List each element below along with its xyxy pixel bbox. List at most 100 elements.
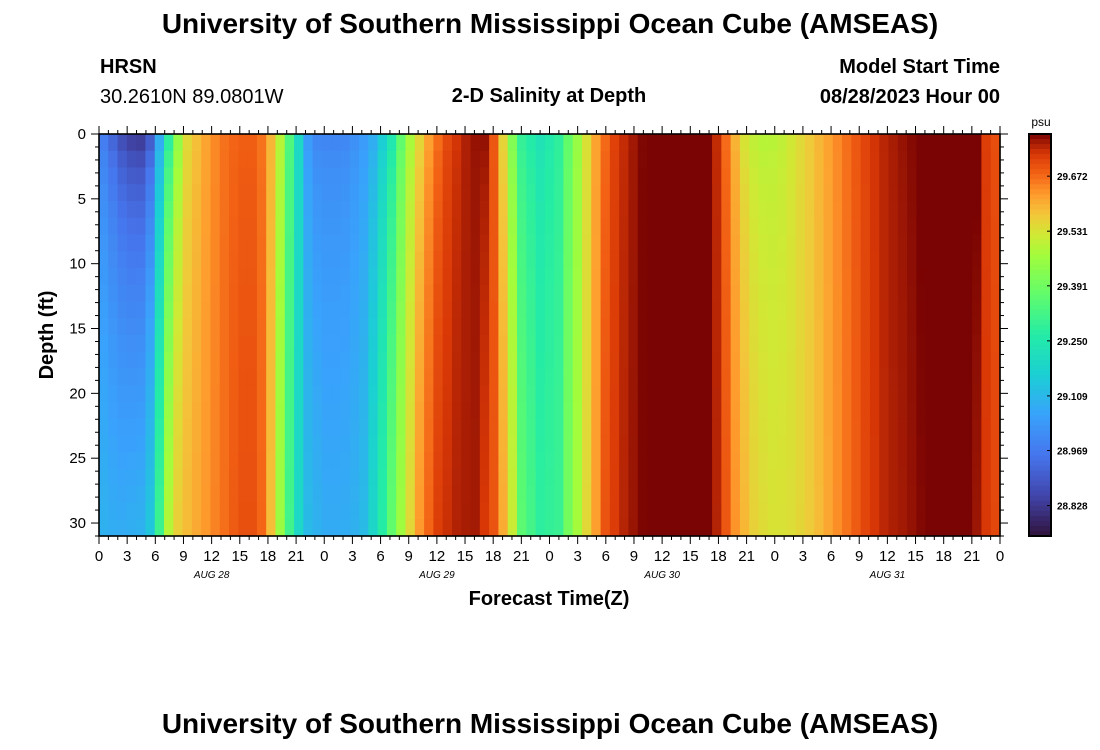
heatmap-cell [229, 301, 239, 319]
heatmap-cell [990, 351, 1001, 370]
heatmap-cell [851, 184, 862, 202]
heatmap-cell [888, 184, 899, 202]
heatmap-cell [433, 368, 444, 386]
heatmap-cell [842, 217, 852, 236]
heatmap-cell [349, 184, 360, 202]
heatmap-cell [981, 150, 992, 169]
heatmap-cell [990, 268, 1001, 286]
heatmap-cell [842, 268, 852, 286]
heatmap-cell [907, 418, 917, 437]
heatmap-cell [758, 435, 769, 453]
heatmap-cell [702, 268, 713, 286]
heatmap-cell [396, 268, 407, 286]
heatmap-cell [981, 435, 992, 453]
heatmap-cell [786, 402, 797, 420]
heatmap-cell [340, 184, 351, 202]
heatmap-cell [879, 519, 890, 537]
heatmap-cell [321, 351, 332, 370]
heatmap-cell [154, 150, 165, 169]
heatmap-cell [201, 318, 212, 336]
heatmap-cell [414, 335, 425, 353]
heatmap-cell [154, 134, 165, 152]
heatmap-cell [990, 284, 1001, 303]
heatmap-cell [981, 134, 992, 152]
heatmap-cell [386, 251, 397, 269]
heatmap-cell [944, 351, 955, 370]
heatmap-cell [907, 452, 917, 470]
heatmap-cell [749, 335, 760, 353]
heatmap-cell [572, 301, 583, 319]
heatmap-cell [507, 217, 518, 236]
heatmap-cell [702, 519, 713, 537]
heatmap-cell [368, 368, 379, 386]
heatmap-cell [247, 519, 258, 537]
heatmap-cell [944, 385, 955, 403]
heatmap-cell [414, 251, 425, 269]
heatmap-cell [879, 251, 890, 269]
colorbar-segment [1029, 470, 1051, 477]
heatmap-cell [972, 418, 983, 437]
heatmap-cell [628, 167, 639, 185]
heatmap-cell [916, 301, 927, 319]
heatmap-cell [702, 351, 713, 370]
heatmap-cell [842, 134, 852, 152]
heatmap-cell [498, 469, 509, 487]
heatmap-cell [303, 368, 314, 386]
heatmap-cell [117, 435, 128, 453]
heatmap-cell [628, 234, 639, 252]
colorbar-segment [1029, 209, 1051, 216]
heatmap-cell [953, 469, 964, 487]
heatmap-cell [944, 452, 955, 470]
heatmap-cell [303, 318, 314, 336]
heatmap-cell [377, 351, 388, 370]
heatmap-cell [535, 251, 546, 269]
heatmap-cell [619, 268, 630, 286]
heatmap-cell [117, 402, 128, 420]
heatmap-cell [331, 452, 342, 470]
heatmap-cell [786, 234, 797, 252]
heatmap-cell [981, 351, 992, 370]
heatmap-cell [888, 418, 899, 437]
heatmap-cell [990, 150, 1001, 169]
heatmap-cell [554, 368, 565, 386]
heatmap-cell [609, 167, 620, 185]
heatmap-cell [563, 251, 574, 269]
heatmap-cell [126, 301, 137, 319]
heatmap-cell [554, 150, 565, 169]
heatmap-cell [684, 301, 695, 319]
heatmap-cell [442, 234, 453, 252]
heatmap-cell [386, 134, 397, 152]
heatmap-cell [136, 351, 147, 370]
heatmap-cell [201, 301, 212, 319]
heatmap-cell [981, 284, 992, 303]
heatmap-cell [897, 402, 908, 420]
heatmap-cell [563, 385, 574, 403]
heatmap-cell [340, 284, 351, 303]
heatmap-cell [777, 452, 787, 470]
heatmap-cell [359, 268, 369, 286]
heatmap-cell [693, 385, 704, 403]
heatmap-cell [953, 502, 964, 520]
heatmap-cell [303, 502, 314, 520]
heatmap-cell [284, 469, 295, 487]
heatmap-cell [990, 402, 1001, 420]
heatmap-cell [229, 251, 239, 269]
colorbar-segment [1029, 385, 1051, 391]
heatmap-cell [210, 150, 221, 169]
heatmap-cell [712, 268, 722, 286]
heatmap-cell [739, 385, 750, 403]
heatmap-cell [934, 385, 945, 403]
heatmap-cell [739, 502, 750, 520]
heatmap-cell [182, 368, 193, 386]
heatmap-cell [173, 502, 184, 520]
heatmap-cell [136, 251, 147, 269]
heatmap-cell [665, 284, 676, 303]
heatmap-cell [191, 251, 202, 269]
heatmap-cell [405, 469, 416, 487]
heatmap-cell [442, 402, 453, 420]
heatmap-cell [451, 452, 462, 470]
heatmap-cell [164, 268, 174, 286]
heatmap-cell [182, 435, 193, 453]
heatmap-cell [136, 184, 147, 202]
heatmap-cell [702, 201, 713, 219]
